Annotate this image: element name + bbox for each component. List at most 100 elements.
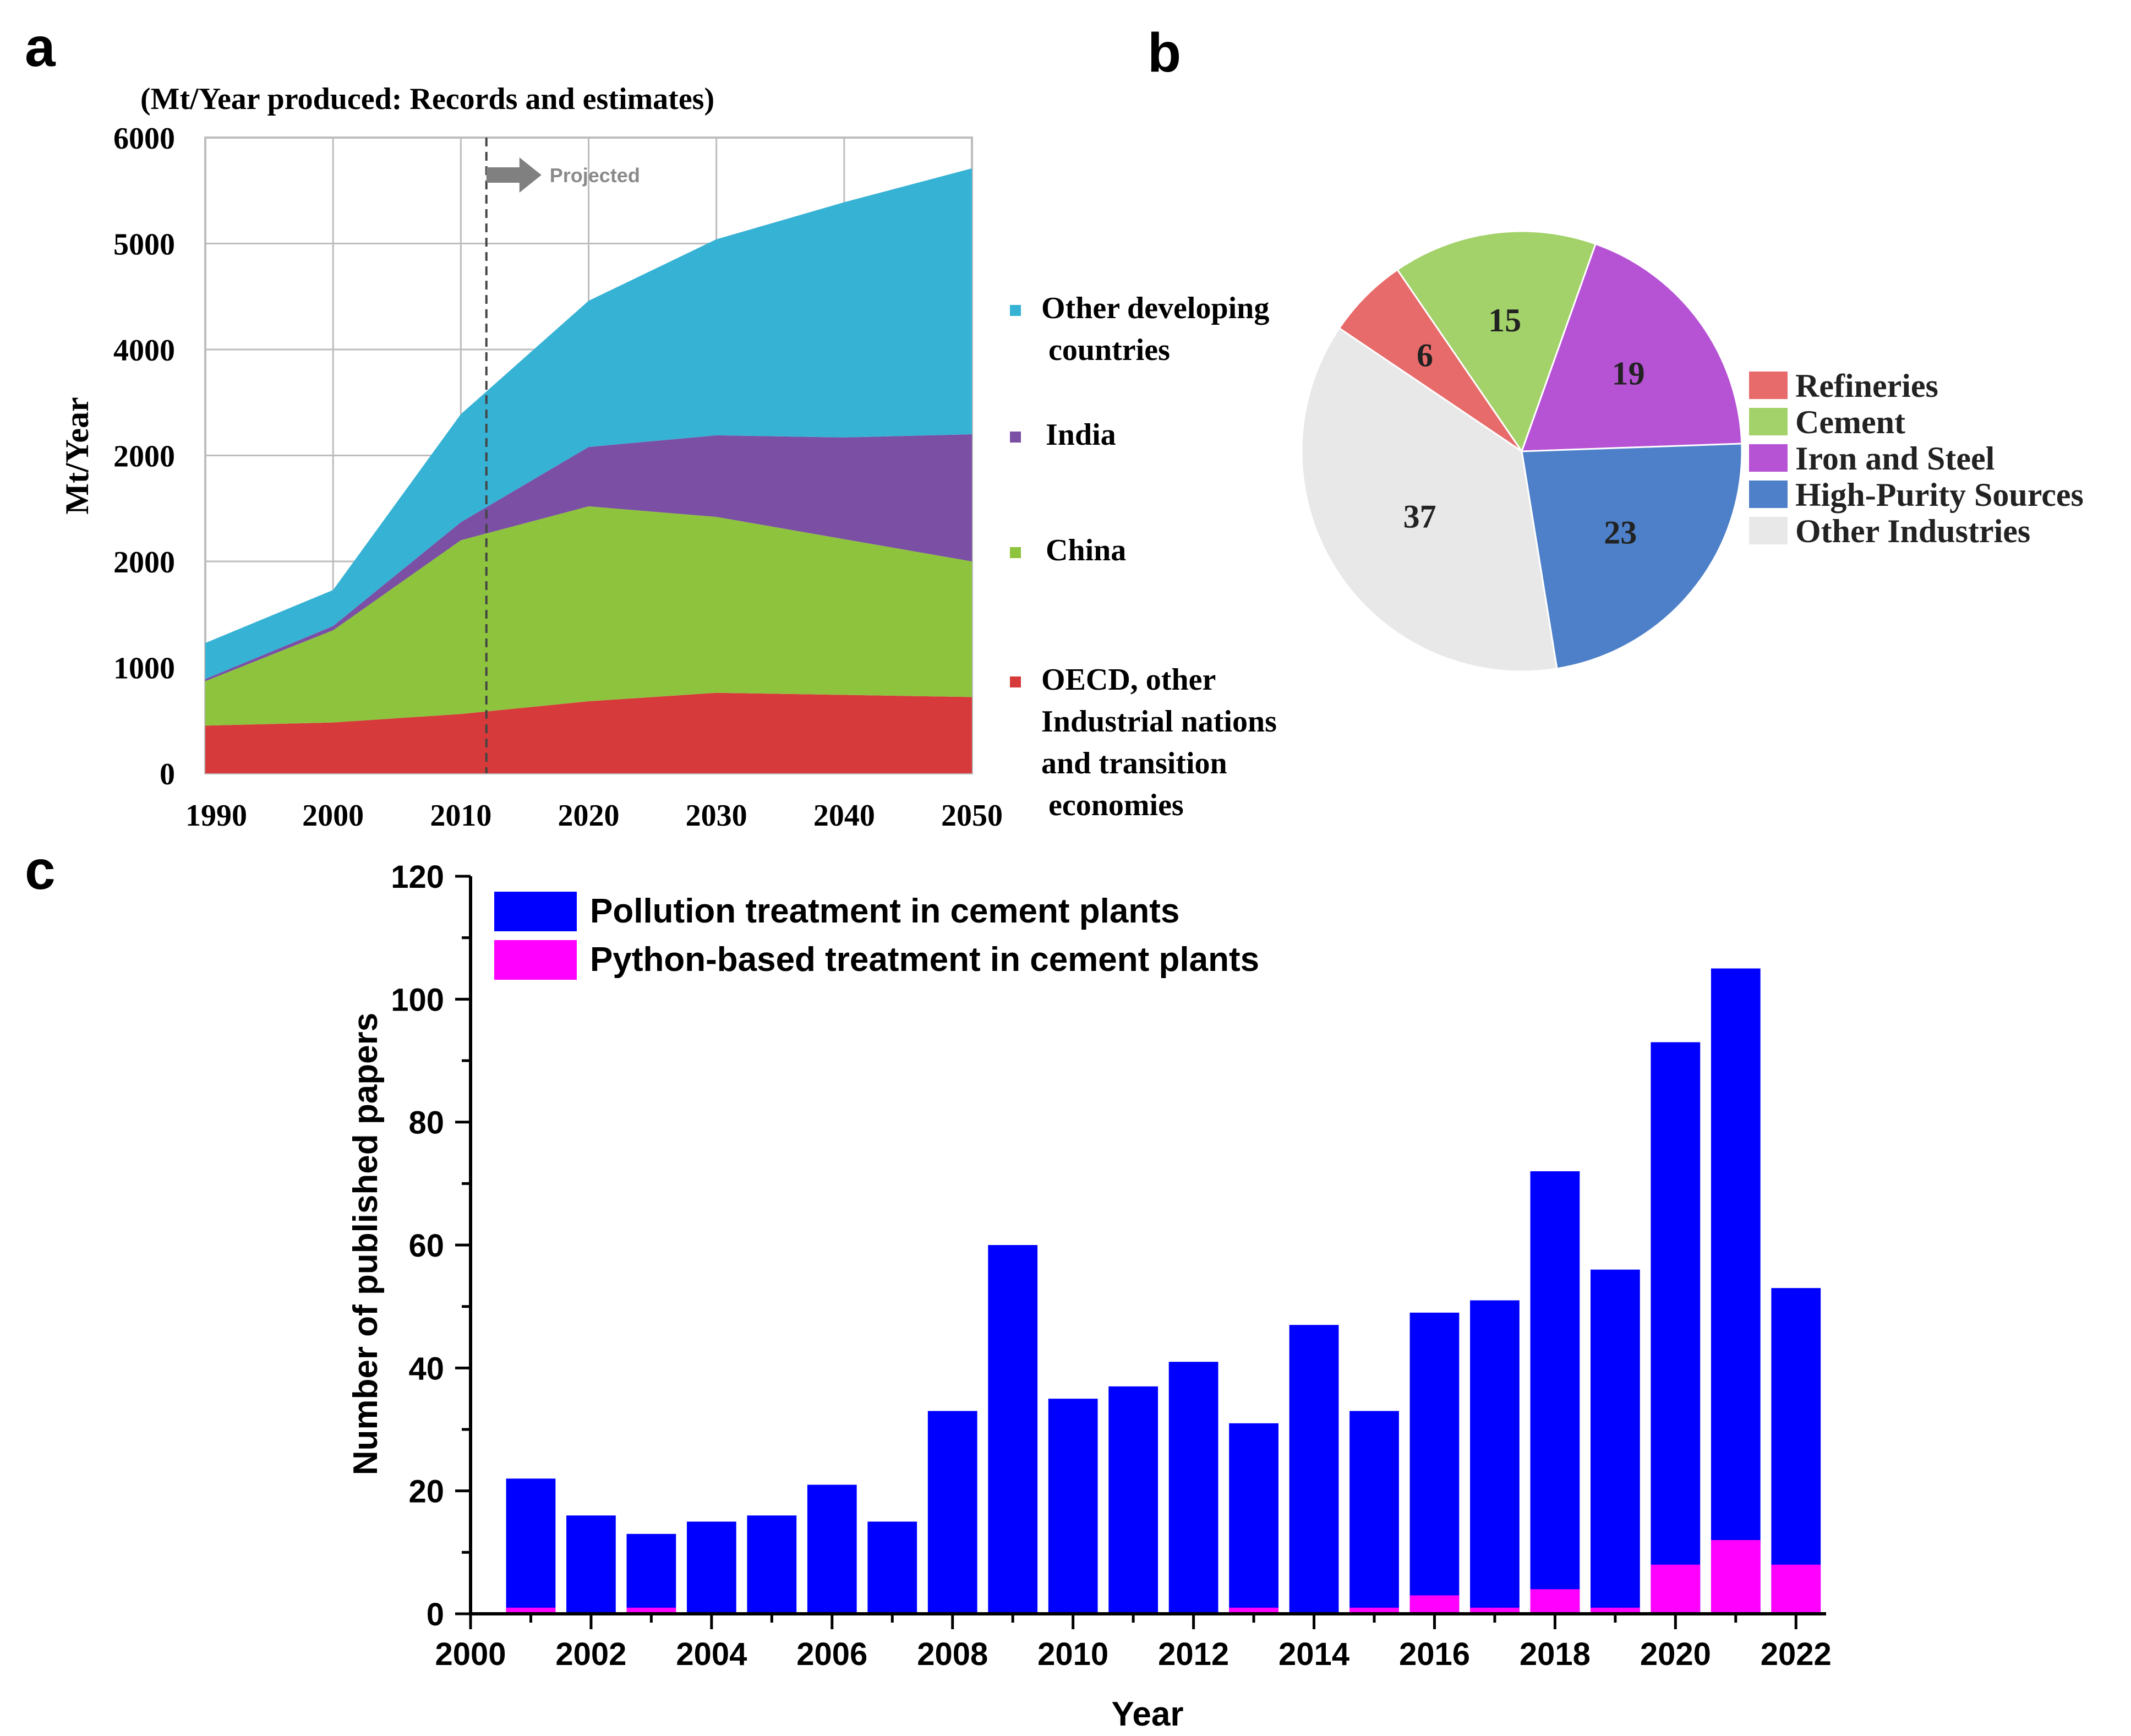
area-series-3	[205, 168, 972, 679]
legend-label: High-Purity Sources	[1795, 477, 2084, 513]
chart-b-slices	[1301, 230, 1743, 673]
x-tick-label: 2040	[813, 799, 875, 833]
chart-c-x-tick-labels: 2000 2002 2004 2006 2008 2010 2012 2014 2016 2018…	[435, 1636, 1831, 1672]
y-tick-label: 60	[408, 1228, 444, 1264]
pie-slice-refineries	[1338, 268, 1523, 452]
y-tick-label: 5000	[113, 228, 175, 262]
pie-slice-cement	[1396, 230, 1597, 454]
y-tick-label: 6000	[113, 122, 175, 156]
legend-swatch	[1010, 305, 1021, 316]
bar-pollution-treatment	[988, 1245, 1038, 1614]
chart-c-x-axis-label: Year	[1111, 1695, 1183, 1733]
legend-label: Refineries	[1795, 368, 1938, 404]
x-tick-label: 2008	[917, 1636, 988, 1672]
bar-python-based-treatment	[1651, 1564, 1701, 1614]
bar-pollution-treatment	[927, 1411, 977, 1614]
bar-python-based-treatment	[1349, 1607, 1399, 1614]
chart-a-legend: Other developing countries India China OECD,…	[1010, 291, 1277, 822]
bar-pollution-treatment	[1530, 1171, 1580, 1614]
legend-label: Python-based treatment in cement plants	[590, 941, 1259, 979]
legend-label: Other developing	[1041, 291, 1269, 325]
legend-label: and transition	[1041, 746, 1227, 780]
legend-swatch	[1749, 408, 1788, 435]
pie-value-label: 23	[1604, 514, 1637, 550]
chart-a-y-tick-labels: 0 1000 2000 2000 4000 5000 6000	[113, 122, 175, 791]
y-tick-label: 1000	[113, 652, 175, 686]
x-tick-label: 2004	[676, 1636, 747, 1672]
chart-a-projection-marker: Projected	[485, 138, 640, 773]
x-tick-label: 2030	[686, 799, 747, 833]
y-tick-label: 100	[391, 982, 444, 1018]
x-tick-label: 2010	[1037, 1636, 1108, 1672]
pie-value-label: 19	[1612, 355, 1645, 391]
bar-pollution-treatment	[506, 1478, 556, 1614]
x-tick-label: 2022	[1761, 1636, 1832, 1672]
chart-c-y-axis-label: Number of published papers	[347, 1013, 385, 1476]
legend-label: Other Industries	[1795, 513, 2030, 549]
legend-swatch	[494, 892, 577, 931]
y-tick-label: 2000	[113, 545, 175, 580]
pie-value-label: 15	[1488, 302, 1521, 339]
pie-slice-iron-and-steel	[1520, 243, 1743, 452]
panel-a-area-chart: (Mt/Year produced: Records and estimates…	[59, 82, 1277, 833]
y-tick-label: 80	[408, 1105, 444, 1141]
y-tick-label: 20	[408, 1474, 444, 1510]
y-tick-label: 4000	[113, 334, 175, 368]
legend-swatch	[1749, 481, 1788, 508]
chart-a-x-tick-labels: 1990 2000 2010 2020 2030 2040 2050	[185, 799, 1003, 833]
chart-b-value-labels: 6 15 19 23 37	[1403, 302, 1645, 550]
bar-python-based-treatment	[506, 1607, 556, 1614]
x-tick-label: 2020	[1640, 1636, 1711, 1672]
legend-swatch	[1010, 547, 1021, 558]
bar-pollution-treatment	[867, 1521, 917, 1614]
legend-swatch	[1749, 517, 1788, 544]
x-tick-label: 2000	[302, 799, 364, 833]
pie-value-label: 37	[1403, 499, 1436, 535]
area-series-2	[205, 434, 972, 681]
chart-c-legend: Pollution treatment in cement plants Pyth…	[494, 892, 1259, 980]
legend-swatch	[1010, 432, 1021, 443]
panel-label-b: b	[1148, 22, 1181, 84]
bar-python-based-treatment	[1711, 1540, 1761, 1614]
bar-pollution-treatment	[686, 1521, 736, 1614]
legend-label: Iron and Steel	[1795, 440, 1995, 477]
area-series-0	[205, 692, 972, 773]
bar-pollution-treatment	[1289, 1325, 1339, 1614]
chart-a-y-axis-label: Mt/Year	[59, 397, 95, 514]
bar-pollution-treatment	[1771, 1288, 1821, 1614]
bar-pollution-treatment	[1590, 1269, 1640, 1614]
bar-pollution-treatment	[1349, 1411, 1399, 1614]
legend-label: Pollution treatment in cement plants	[590, 892, 1179, 930]
legend-label: India	[1046, 418, 1116, 452]
x-tick-label: 2016	[1399, 1636, 1470, 1672]
panel-label-a: a	[25, 17, 56, 78]
bar-python-based-treatment	[1530, 1589, 1580, 1614]
bar-pollution-treatment	[1651, 1042, 1701, 1614]
chart-c-bars	[506, 968, 1821, 1614]
y-tick-label: 0	[427, 1597, 444, 1633]
bar-pollution-treatment	[1048, 1399, 1098, 1614]
bar-pollution-treatment	[1168, 1362, 1219, 1614]
chart-a-title: (Mt/Year produced: Records and estimates…	[140, 82, 714, 116]
bar-python-based-treatment	[1229, 1607, 1278, 1614]
bar-python-based-treatment	[626, 1607, 676, 1614]
legend-swatch	[1749, 444, 1788, 472]
bar-pollution-treatment	[1108, 1386, 1159, 1614]
y-tick-label: 0	[160, 757, 175, 791]
x-tick-label: 2002	[555, 1636, 626, 1672]
pie-value-label: 6	[1417, 337, 1433, 373]
x-tick-label: 1990	[185, 799, 247, 833]
y-tick-label: 2000	[113, 440, 175, 474]
bar-pollution-treatment	[1711, 968, 1761, 1614]
chart-a-areas	[205, 168, 972, 773]
legend-swatch	[1010, 676, 1021, 687]
pie-slice-other-industries	[1301, 327, 1558, 673]
panel-label-c: c	[25, 839, 56, 901]
x-tick-label: 2010	[430, 799, 491, 833]
projection-label: Projected	[550, 164, 640, 187]
legend-label: countries	[1048, 333, 1170, 367]
projection-arrow-icon	[486, 157, 542, 193]
legend-label: Industrial nations	[1041, 705, 1277, 739]
